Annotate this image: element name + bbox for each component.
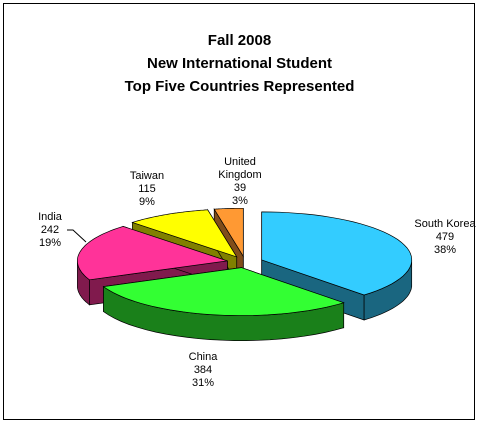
percent-label: 38%: [433, 244, 457, 256]
percent-label: 9%: [139, 196, 155, 208]
category-label: China: [188, 351, 218, 363]
data-label: United Kingdom 39 3%: [212, 156, 268, 208]
chart-title: New International Student: [146, 55, 332, 72]
chart-title: Top Five Countries Represented: [124, 78, 355, 95]
data-label: India 242 19%: [25, 211, 75, 250]
category-label: United Kingdom: [218, 156, 262, 181]
percent-label: 3%: [232, 195, 248, 207]
value-label: 384: [193, 364, 213, 376]
chart-title: Fall 2008: [207, 32, 272, 49]
data-label: Taiwan 115 9%: [117, 170, 177, 209]
value-label: 115: [138, 183, 156, 195]
value-label: 479: [435, 231, 455, 243]
category-label: Taiwan: [129, 170, 165, 182]
slice: [77, 226, 228, 281]
value-label: 39: [233, 182, 247, 194]
slice: [261, 211, 413, 296]
leader-line: [67, 229, 87, 243]
category-label: India: [38, 211, 62, 223]
slice: [102, 267, 345, 316]
slice: [131, 209, 238, 258]
percent-label: 19%: [38, 237, 62, 249]
value-label: 242: [40, 224, 60, 236]
percent-label: 31%: [191, 377, 215, 389]
data-label: South Korea 479 38%: [405, 218, 479, 257]
slice: [213, 207, 244, 258]
category-label: South Korea: [414, 218, 476, 230]
data-label: China 384 31%: [173, 351, 233, 390]
